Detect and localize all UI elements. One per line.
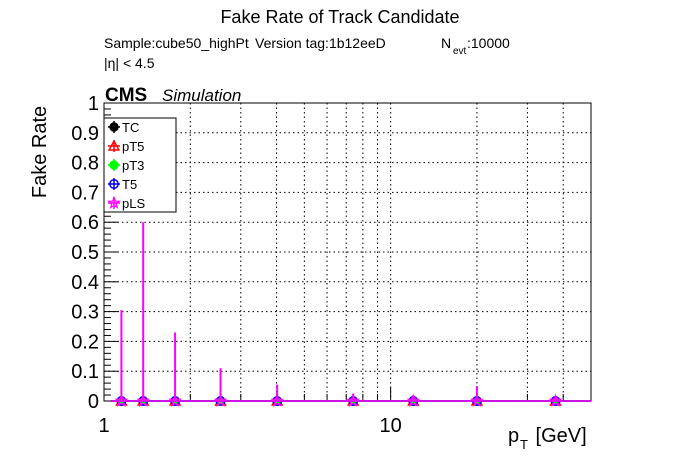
y-tick-label: 0.4 [71, 272, 99, 294]
legend-label: pT5 [122, 139, 144, 154]
subtitle-version: Version tag:1b12eeD [255, 35, 386, 51]
y-tick-label: 0.8 [71, 153, 99, 175]
cut-label: |η| < 4.5 [104, 55, 155, 71]
subtitle-nevt-prefix: N [441, 35, 451, 51]
data-point [168, 393, 182, 407]
legend-label: TC [122, 120, 139, 135]
data-point [406, 393, 421, 407]
data-point [136, 393, 151, 407]
tick-labels: 0 0.1 0.2 0.3 0.4 0.5 0.6 0.7 0.8 0.9 1 1 10 [71, 93, 402, 437]
legend-label: pT3 [122, 158, 144, 173]
y-axis-label: Fake Rate [29, 106, 51, 198]
y-tick-label: 0.1 [71, 361, 99, 383]
subtitle-sample: Sample:cube50_highPt [104, 35, 249, 51]
x-axis-label-main: p [508, 425, 519, 447]
data-point [270, 393, 285, 407]
legend-marker [109, 160, 119, 170]
simulation-label: Simulation [162, 86, 241, 105]
y-tick-label: 1 [88, 93, 99, 115]
legend-marker [107, 139, 121, 151]
legend-marker [109, 179, 119, 189]
y-tick-label: 0.3 [71, 302, 99, 324]
legend-label: pLS [122, 196, 145, 211]
x-axis-label-unit: [GeV] [530, 425, 587, 447]
y-tick-label: 0.9 [71, 123, 99, 145]
data-point [114, 393, 129, 407]
subtitle-nevt-value: :10000 [467, 35, 510, 51]
y-tick-label: 0.5 [71, 242, 99, 264]
x-axis-label-sub: T [520, 437, 528, 452]
data-point [470, 393, 484, 407]
y-tick-label: 0.2 [71, 331, 99, 353]
legend-marker [109, 122, 119, 132]
legend-marker [107, 195, 121, 209]
series-pls [110, 222, 591, 407]
legend-label: T5 [122, 177, 137, 192]
y-tick-label: 0 [88, 391, 99, 413]
legend: TC pT5 pT3 T5 pLS [103, 117, 177, 213]
cms-label: CMS [105, 85, 147, 106]
data-points [110, 222, 591, 407]
subtitle-nevt-sub: evt [453, 46, 467, 57]
data-point [548, 393, 563, 407]
grid [104, 103, 591, 401]
data-point [213, 393, 228, 407]
data-point [346, 393, 361, 407]
y-tick-label: 0.7 [71, 182, 99, 204]
chart-title: Fake Rate of Track Candidate [220, 7, 459, 27]
x-tick-label: 1 [98, 415, 109, 437]
x-tick-label: 10 [380, 415, 402, 437]
y-tick-label: 0.6 [71, 212, 99, 234]
